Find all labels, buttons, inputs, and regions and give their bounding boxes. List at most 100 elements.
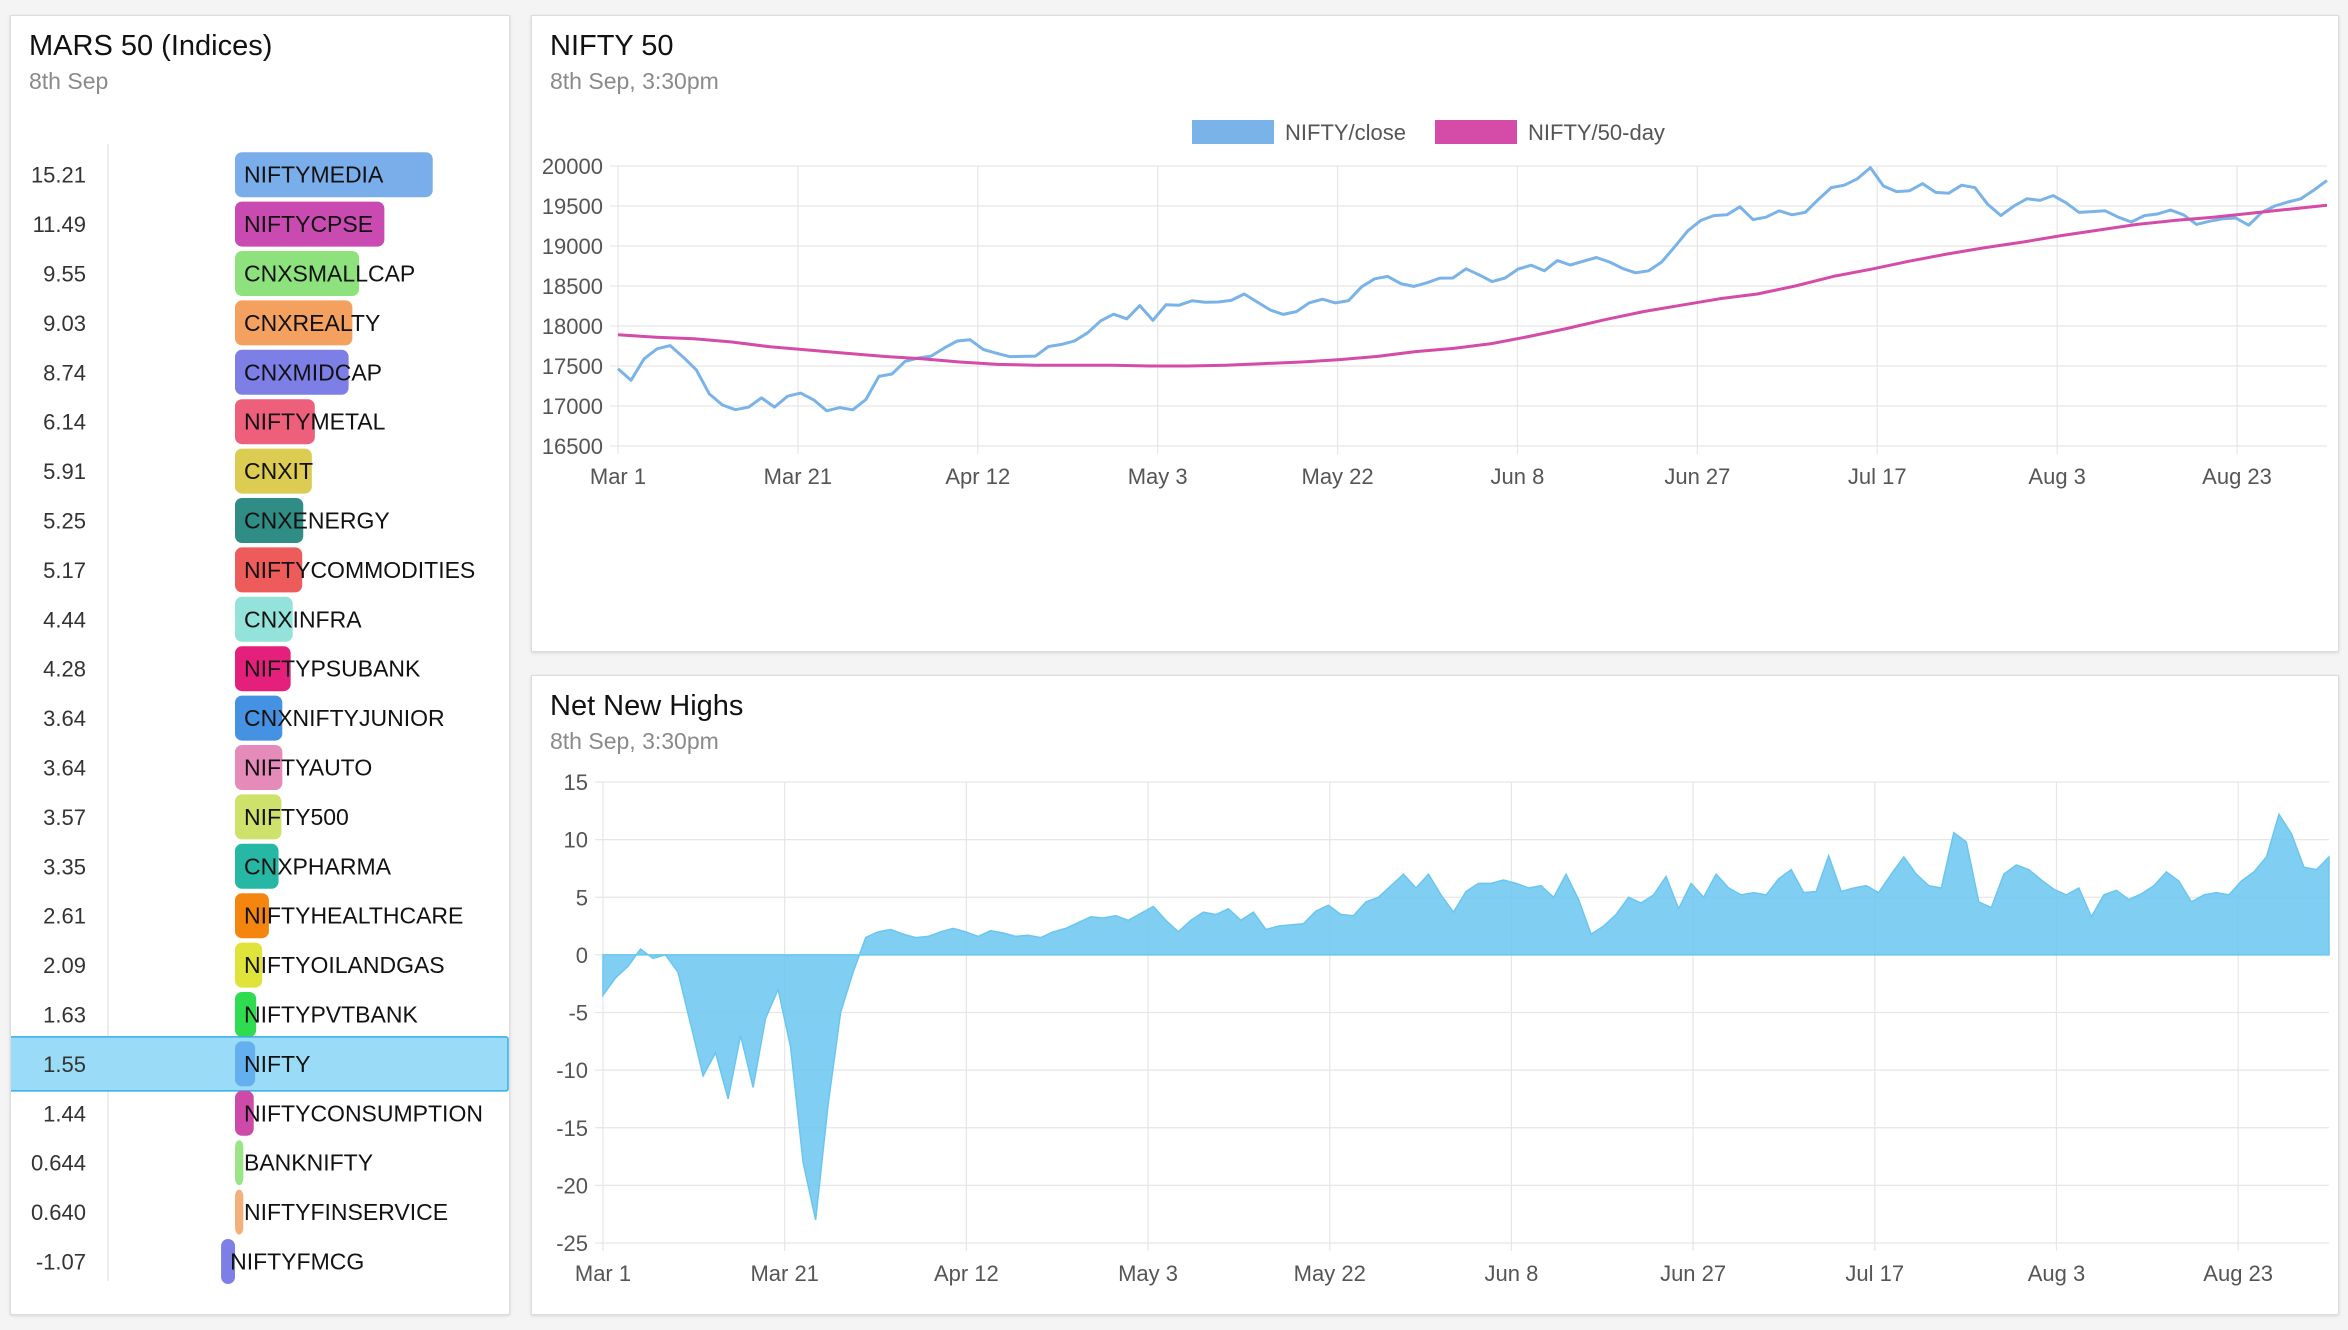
bar-value-label: 4.28 — [43, 657, 86, 682]
bar-value-label: 0.640 — [31, 1200, 86, 1225]
x-tick-label: May 3 — [1118, 1261, 1178, 1286]
y-tick-label: 10 — [564, 828, 588, 853]
bar-value-label: 1.63 — [43, 1003, 86, 1028]
x-tick-label: Aug 3 — [2028, 464, 2085, 489]
bar — [235, 448, 312, 494]
y-tick-label: 18500 — [542, 274, 603, 299]
legend-label: NIFTY/close — [1285, 120, 1406, 145]
nifty50-subtitle: 8th Sep, 3:30pm — [550, 68, 719, 94]
bar — [235, 794, 282, 840]
x-tick-label: Jun 27 — [1660, 1261, 1726, 1286]
y-tick-label: 0 — [576, 943, 588, 968]
mars50-bar-chart: 15.21 NIFTYMEDIA 11.49 NIFTYCPSE 9.55 CNXSMAL… — [11, 144, 509, 1284]
bar-value-label: 11.49 — [33, 212, 86, 237]
bar-value-label: 3.64 — [43, 756, 86, 781]
x-tick-label: May 22 — [1302, 464, 1374, 489]
bar — [235, 646, 291, 692]
bar-category-label: NIFTYFMCG — [230, 1249, 364, 1275]
mars50-subtitle: 8th Sep — [29, 68, 109, 94]
bar — [235, 1189, 244, 1235]
bar-category-label: NIFTY500 — [244, 804, 349, 830]
nifty50-title: NIFTY 50 — [550, 30, 674, 62]
bar — [221, 1239, 235, 1284]
bar-category-label: NIFTYPVTBANK — [244, 1002, 418, 1028]
nifty50-panel: NIFTY 50 8th Sep, 3:30pm 20000 19500 19000… — [531, 15, 2339, 652]
net-new-highs-title: Net New Highs — [550, 690, 744, 722]
x-tick-label: Apr 12 — [934, 1261, 999, 1286]
bar-category-label: NIFTYCPSE — [244, 211, 373, 237]
bar — [235, 1140, 244, 1186]
legend-swatch — [1192, 120, 1274, 144]
x-tick-label: Jul 17 — [1845, 1261, 1904, 1286]
bar-category-label: NIFTYOILANDGAS — [244, 952, 445, 978]
bar-value-label: -1.07 — [36, 1250, 86, 1275]
y-tick-label: 16500 — [542, 434, 603, 459]
bar-value-label: 6.14 — [43, 410, 86, 435]
bar-category-label: NIFTY — [244, 1051, 310, 1077]
bar — [235, 695, 283, 741]
bar — [235, 893, 269, 939]
bar-category-label: BANKNIFTY — [244, 1150, 373, 1176]
x-tick-label: May 3 — [1128, 464, 1188, 489]
y-tick-label: 20000 — [542, 154, 603, 179]
y-tick-label: -20 — [556, 1173, 588, 1198]
bar — [235, 596, 293, 642]
bar-value-label: 5.91 — [43, 459, 86, 484]
legend-label: NIFTY/50-day — [1528, 120, 1665, 145]
bar-value-label: 3.35 — [43, 854, 86, 879]
bar — [235, 399, 315, 445]
bar-value-label: 9.55 — [43, 262, 86, 287]
nifty50-line-chart: 20000 19500 19000 18500 18000 17500 17000 16500… — [542, 120, 2328, 489]
bar — [235, 251, 360, 296]
bar-category-label: CNXMIDCAP — [244, 359, 382, 385]
bar-category-label: CNXPHARMA — [244, 853, 392, 879]
selected-row-highlight — [11, 1036, 509, 1092]
y-tick-label: 19000 — [542, 234, 603, 259]
x-tick-label: Mar 21 — [750, 1261, 818, 1286]
series-line — [617, 166, 2328, 413]
net-new-highs-subtitle: 8th Sep, 3:30pm — [550, 728, 719, 754]
bar — [235, 992, 257, 1037]
net-new-highs-panel: Net New Highs 8th Sep, 3:30pm 15 10 5 0 -5 -1… — [531, 675, 2339, 1315]
net-new-highs-area-chart: 15 10 5 0 -5 -10 -15 -20 -25 Mar 1 Mar 21 Apr 12 May… — [556, 770, 2330, 1286]
bar-value-label: 8.74 — [43, 360, 86, 385]
bar — [235, 201, 385, 247]
bar — [235, 745, 283, 790]
bar-category-label: NIFTYPSUBANK — [244, 656, 421, 682]
bar — [235, 498, 304, 543]
bar — [235, 1090, 254, 1136]
y-tick-label: 18000 — [542, 314, 603, 339]
bar — [235, 300, 353, 346]
x-tick-label: Aug 23 — [2202, 464, 2272, 489]
y-tick-label: -10 — [556, 1058, 588, 1083]
bar-category-label: NIFTYAUTO — [244, 755, 372, 781]
bar-category-label: CNXREALTY — [244, 310, 380, 336]
bar-value-label: 3.64 — [43, 706, 86, 731]
x-tick-label: Jun 8 — [1491, 464, 1545, 489]
y-tick-label: 17000 — [542, 394, 603, 419]
y-tick-label: 17500 — [542, 354, 603, 379]
bar-value-label: 9.03 — [43, 311, 86, 336]
bar — [235, 349, 349, 395]
x-tick-label: Jul 17 — [1848, 464, 1907, 489]
bar — [235, 547, 303, 593]
bar — [235, 1041, 256, 1087]
x-tick-label: May 22 — [1294, 1261, 1366, 1286]
bar-category-label: NIFTYMETAL — [244, 409, 386, 435]
bar-category-label: NIFTYCONSUMPTION — [244, 1100, 483, 1126]
x-tick-label: Mar 1 — [590, 464, 646, 489]
y-tick-label: 15 — [564, 770, 588, 795]
y-tick-label: -25 — [556, 1231, 588, 1256]
x-tick-label: Jun 8 — [1485, 1261, 1539, 1286]
bar — [235, 152, 433, 198]
y-tick-label: 5 — [576, 885, 588, 910]
series-line — [617, 203, 2328, 368]
y-tick-label: -15 — [556, 1116, 588, 1141]
bar-category-label: NIFTYCOMMODITIES — [244, 557, 475, 583]
bar — [235, 942, 263, 988]
bar-category-label: CNXINFRA — [244, 606, 362, 632]
bar — [235, 843, 279, 889]
bar-value-label: 3.57 — [43, 805, 86, 830]
x-tick-label: Apr 12 — [945, 464, 1010, 489]
bar-category-label: CNXNIFTYJUNIOR — [244, 705, 445, 731]
